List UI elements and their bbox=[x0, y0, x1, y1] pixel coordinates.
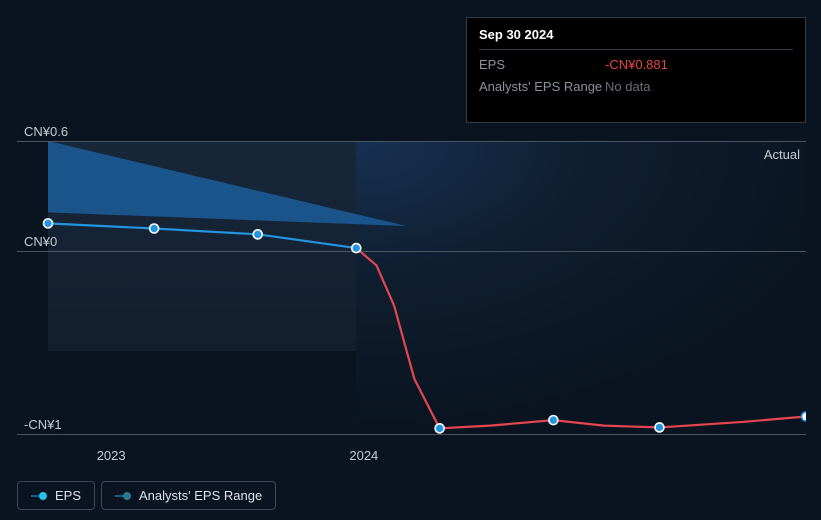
legend-item-range[interactable]: Analysts' EPS Range bbox=[101, 481, 276, 510]
x-axis-label: 2024 bbox=[349, 448, 378, 463]
tooltip-row-eps: EPS -CN¥0.881 bbox=[479, 50, 793, 72]
x-axis-label: 2023 bbox=[97, 448, 126, 463]
eps-chart: Sep 30 2024 EPS -CN¥0.881 Analysts' EPS … bbox=[17, 0, 806, 520]
eps-swatch-icon bbox=[31, 492, 47, 500]
legend-label: Analysts' EPS Range bbox=[139, 488, 262, 503]
tooltip-date: Sep 30 2024 bbox=[479, 27, 793, 50]
legend-item-eps[interactable]: EPS bbox=[17, 481, 95, 510]
tooltip-label: EPS bbox=[479, 57, 605, 72]
tooltip-value: -CN¥0.881 bbox=[605, 57, 668, 72]
chart-tooltip: Sep 30 2024 EPS -CN¥0.881 Analysts' EPS … bbox=[466, 17, 806, 123]
chart-svg bbox=[17, 141, 806, 443]
legend-label: EPS bbox=[55, 488, 81, 503]
y-axis-label: -CN¥1 bbox=[24, 417, 62, 432]
legend: EPS Analysts' EPS Range bbox=[17, 481, 276, 510]
tooltip-row-range: Analysts' EPS Range No data bbox=[479, 72, 793, 94]
tooltip-value: No data bbox=[605, 79, 651, 94]
y-axis-label: CN¥0.6 bbox=[24, 124, 68, 139]
plot-area[interactable]: Actual bbox=[17, 141, 806, 443]
range-swatch-icon bbox=[115, 492, 131, 500]
y-axis-label: CN¥0 bbox=[24, 234, 57, 249]
tooltip-label: Analysts' EPS Range bbox=[479, 79, 605, 94]
